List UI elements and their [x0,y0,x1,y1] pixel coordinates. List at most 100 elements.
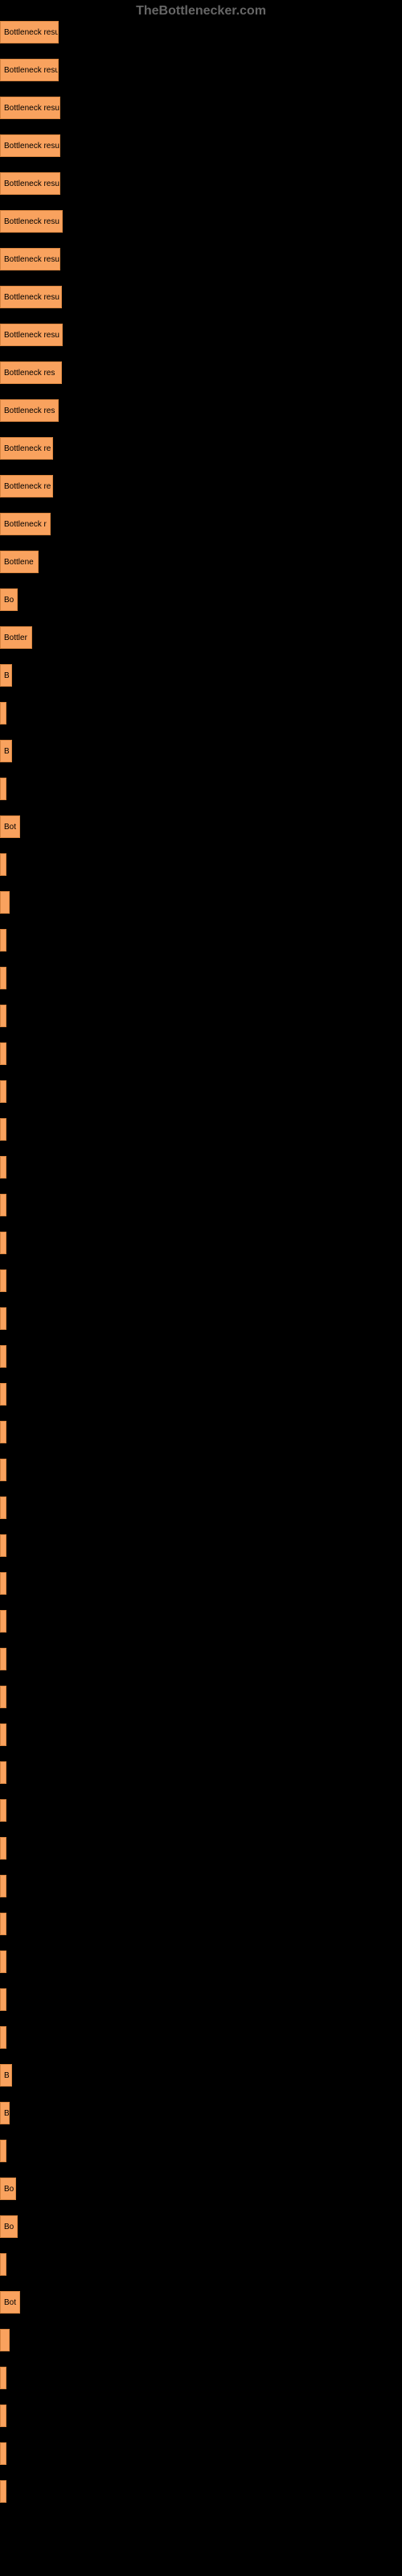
bar-row [0,1382,402,1406]
chart-bar[interactable] [0,1269,6,1292]
chart-bar[interactable] [0,1761,6,1784]
chart-bar[interactable] [0,1421,6,1443]
chart-bar[interactable]: Bo [0,588,18,611]
chart-bar[interactable] [0,1194,6,1216]
chart-bar[interactable] [0,967,6,989]
bar-row [0,1042,402,1066]
chart-bar[interactable] [0,1232,6,1254]
chart-bar[interactable] [0,702,6,724]
chart-bar[interactable] [0,1005,6,1027]
chart-bar[interactable]: Bo [0,2178,16,2200]
bar-row [0,701,402,725]
chart-bar[interactable]: Bottleneck res [0,399,59,422]
chart-bar[interactable] [0,1496,6,1519]
bar-row [0,2252,402,2277]
bar-row [0,1231,402,1255]
chart-bar[interactable] [0,1118,6,1141]
chart-bar[interactable] [0,891,10,914]
bar-row [0,1193,402,1217]
bar-row [0,1609,402,1633]
bar-row [0,1458,402,1482]
chart-bar[interactable] [0,2480,6,2503]
bar-row [0,2479,402,2504]
bar-row [0,1571,402,1596]
chart-bar[interactable] [0,1913,6,1935]
bar-row [0,1080,402,1104]
chart-bar[interactable] [0,2442,6,2465]
bar-row: Bo [0,2215,402,2239]
chart-container: Bottleneck resul Bottleneck resul Bottlene… [0,0,402,2504]
bar-row: Bo [0,2177,402,2201]
chart-bar[interactable] [0,1648,6,1670]
chart-bar[interactable] [0,853,6,876]
chart-bar[interactable] [0,1383,6,1406]
bar-row [0,1723,402,1747]
chart-bar[interactable]: B [0,2064,12,2087]
bar-row: Bottleneck resul [0,58,402,82]
chart-bar[interactable] [0,1080,6,1103]
chart-bar[interactable] [0,1042,6,1065]
chart-bar[interactable]: Bottler [0,626,32,649]
chart-bar[interactable]: Bottleneck resu [0,324,63,346]
chart-bar[interactable]: Bo [0,2215,18,2238]
chart-bar[interactable] [0,1572,6,1595]
chart-bar[interactable] [0,2253,6,2276]
bar-row: Bottleneck resu [0,96,402,120]
chart-bar[interactable]: Bottleneck resu [0,248,60,270]
chart-bar[interactable] [0,2329,10,2351]
bar-row [0,1496,402,1520]
chart-bar[interactable]: Bot [0,815,20,838]
chart-bar[interactable] [0,1724,6,1746]
chart-bar[interactable] [0,778,6,800]
chart-bar[interactable] [0,1459,6,1481]
chart-bar[interactable]: Bottleneck resul [0,21,59,43]
chart-bar[interactable]: Bottleneck r [0,513,51,535]
chart-bar[interactable]: Bottleneck resu [0,210,63,233]
chart-bar[interactable] [0,1799,6,1822]
chart-bar[interactable] [0,929,6,952]
bar-row [0,1761,402,1785]
bar-row [0,2025,402,2050]
bar-row: Bottleneck resul [0,20,402,44]
chart-bar[interactable] [0,1156,6,1179]
chart-bar[interactable]: Bottleneck resu [0,172,60,195]
chart-bar[interactable]: B [0,664,12,687]
bar-row [0,2366,402,2390]
bar-row [0,2139,402,2163]
chart-bar[interactable] [0,2405,6,2427]
chart-bar[interactable]: Bottleneck resul [0,59,59,81]
chart-bar[interactable] [0,1837,6,1860]
bar-row: Bottleneck res [0,361,402,385]
chart-bar[interactable] [0,2140,6,2162]
chart-bar[interactable]: Bottleneck res [0,361,62,384]
bar-row [0,1836,402,1860]
chart-bar[interactable] [0,1686,6,1708]
bar-row [0,2404,402,2428]
chart-bar[interactable]: Bot [0,2291,20,2314]
chart-bar[interactable]: Bottleneck re [0,437,53,460]
chart-bar[interactable] [0,1610,6,1633]
chart-bar[interactable] [0,1345,6,1368]
chart-bar[interactable] [0,2026,6,2049]
chart-bar[interactable] [0,1875,6,1897]
bar-row: B [0,2063,402,2087]
watermark-text: TheBottlenecker.com [136,4,266,19]
bar-row: Bottleneck res [0,398,402,423]
bar-row: Bot [0,815,402,839]
chart-bar[interactable]: Bottleneck resu [0,134,60,157]
bar-row: Bo [0,588,402,612]
chart-bar[interactable]: B [0,2102,10,2124]
bar-row [0,777,402,801]
chart-bar[interactable]: B [0,740,12,762]
chart-bar[interactable]: Bottleneck resu [0,97,60,119]
chart-bar[interactable]: Bottlene [0,551,39,573]
chart-bar[interactable]: Bottleneck resu [0,286,62,308]
chart-bar[interactable] [0,1988,6,2011]
chart-bar[interactable]: Bottleneck re [0,475,53,497]
bar-row: Bot [0,2290,402,2314]
chart-bar[interactable] [0,1534,6,1557]
bar-row [0,852,402,877]
chart-bar[interactable] [0,1307,6,1330]
chart-bar[interactable] [0,1951,6,1973]
chart-bar[interactable] [0,2367,6,2389]
